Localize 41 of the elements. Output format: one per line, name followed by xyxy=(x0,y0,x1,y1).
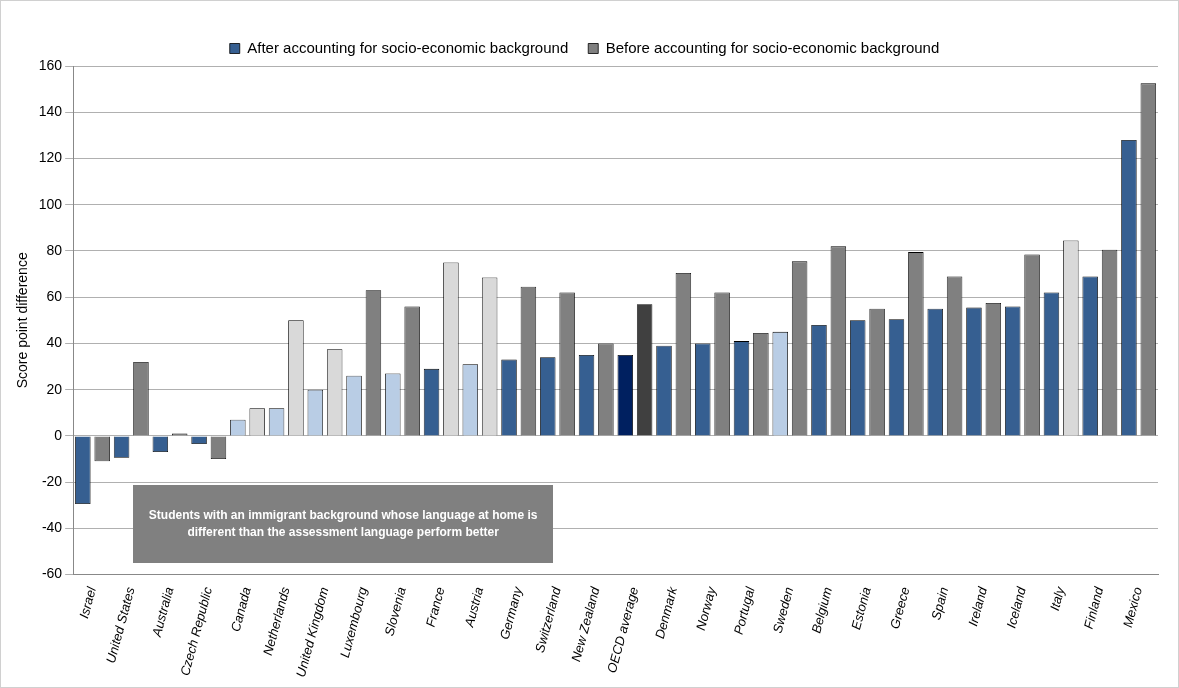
y-tick-label: 40 xyxy=(46,334,63,351)
x-tick-label: Sweden xyxy=(769,585,797,635)
legend-label: After accounting for socio-economic background xyxy=(247,38,569,56)
y-tick-label: -60 xyxy=(41,565,63,582)
x-tick-label: Israel xyxy=(76,584,100,621)
x-tick-label: Slovenia xyxy=(381,585,409,638)
x-tick-label: Germany xyxy=(496,584,526,641)
y-tick-label: 140 xyxy=(38,103,63,120)
x-tick-label: Norway xyxy=(692,584,720,632)
y-tick-label: -20 xyxy=(41,473,63,489)
x-tick-label: Belgium xyxy=(808,585,836,635)
x-tick-label: Czech Republic xyxy=(177,584,216,678)
y-tick-label: -40 xyxy=(41,519,63,536)
x-tick-label: Mexico xyxy=(1119,585,1146,630)
x-tick-label: Finland xyxy=(1080,584,1107,631)
x-tick-label: United Kingdom xyxy=(292,585,332,679)
y-tick-label: 20 xyxy=(46,380,63,397)
x-tick-label: Australia xyxy=(148,585,177,640)
y-tick-label: 60 xyxy=(46,288,63,305)
x-tick-label: Austria xyxy=(461,585,487,630)
x-tick-label: United States xyxy=(102,584,138,665)
y-tick-label: 0 xyxy=(54,426,63,443)
x-tick-label: Iceland xyxy=(1003,584,1029,630)
note-box: Students with an immigrant background whose language at home is different than the assessment language perform better xyxy=(133,485,554,564)
x-tick-label: Spain xyxy=(928,585,952,622)
y-tick-label: 120 xyxy=(38,149,63,166)
x-tick-label: New Zealand xyxy=(568,584,603,664)
x-tick-label: OECD average xyxy=(604,585,642,675)
x-tick-label: Portugal xyxy=(730,584,758,637)
x-tick-label: France xyxy=(422,585,448,629)
x-tick-label: Denmark xyxy=(651,584,681,641)
x-tick-label: Canada xyxy=(227,585,254,634)
y-axis-title: Score point difference xyxy=(14,252,31,389)
y-tick-label: 100 xyxy=(38,195,63,212)
x-tick-label: Italy xyxy=(1046,584,1068,613)
x-tick-label: Ireland xyxy=(965,584,991,628)
y-tick-label: 160 xyxy=(38,56,63,73)
y-tick-label: 80 xyxy=(46,241,63,258)
x-tick-label: Greece xyxy=(887,585,913,631)
x-tick-label: Estonia xyxy=(848,585,874,632)
legend-label: Before accounting for socio-economic background xyxy=(605,38,940,56)
